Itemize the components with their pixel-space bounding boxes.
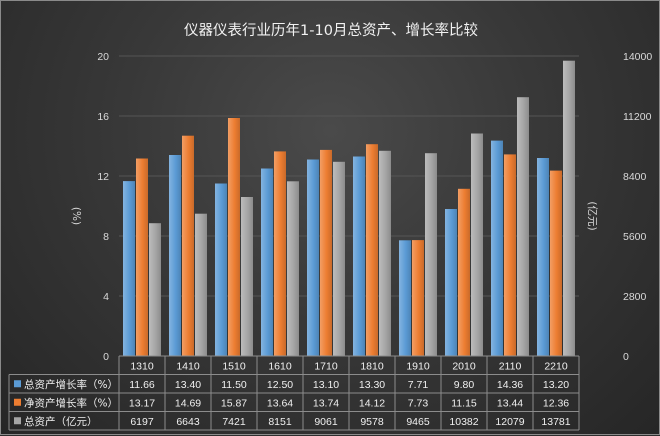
legend-label: 总资产（亿元） bbox=[24, 415, 98, 428]
bar-total-assets-growth-1510 bbox=[215, 183, 227, 356]
data-label: 13.20 bbox=[543, 379, 569, 391]
data-label: 13.40 bbox=[175, 379, 201, 391]
left-tick-label: 20 bbox=[97, 51, 109, 63]
category-label: 1710 bbox=[314, 361, 338, 373]
data-label: 12.36 bbox=[543, 398, 569, 410]
data-label: 14.36 bbox=[497, 379, 523, 391]
right-tick-label: 0 bbox=[623, 351, 629, 363]
chart-title: 仪器仪表行业历年1-10月总资产、增长率比较 bbox=[184, 21, 478, 39]
bar-total-assets-growth-1610 bbox=[261, 168, 273, 356]
data-table: 1310 1410 1510 1610 1710 1810 1910 2010 2110 2210… bbox=[8, 355, 580, 431]
category-label: 2210 bbox=[544, 361, 568, 373]
data-label: 15.87 bbox=[221, 398, 247, 410]
right-tick-label: 8400 bbox=[623, 171, 647, 183]
data-label: 13.74 bbox=[313, 398, 339, 410]
bar-net-assets-growth-1510 bbox=[228, 118, 240, 356]
data-label: 9061 bbox=[314, 416, 338, 428]
data-label: 14.69 bbox=[175, 398, 201, 410]
category-label: 1310 bbox=[130, 361, 154, 373]
data-label: 13.30 bbox=[359, 379, 385, 391]
data-label: 12.50 bbox=[267, 379, 293, 391]
bar-net-assets-growth-1310 bbox=[136, 158, 148, 356]
data-label: 7421 bbox=[222, 416, 246, 428]
data-label: 13.10 bbox=[313, 379, 339, 391]
legend-swatch bbox=[14, 380, 21, 388]
bar-total-assets-1410 bbox=[195, 213, 207, 356]
right-tick-label: 2800 bbox=[623, 291, 647, 303]
data-label: 8151 bbox=[268, 416, 292, 428]
bar-net-assets-growth-1410 bbox=[182, 135, 194, 356]
category-label: 2110 bbox=[499, 361, 522, 373]
right-axis-ticks: 0 2800 5600 8400 11200 14000 bbox=[623, 51, 652, 363]
bar-total-assets-growth-2210 bbox=[537, 158, 549, 356]
category-label: 1610 bbox=[268, 361, 292, 373]
bar-total-assets-growth-2110 bbox=[491, 140, 503, 356]
data-label: 11.15 bbox=[451, 398, 477, 410]
bar-total-assets-growth-1310 bbox=[123, 181, 135, 356]
data-label: 6197 bbox=[130, 416, 154, 428]
data-label: 9578 bbox=[360, 416, 384, 428]
left-tick-label: 0 bbox=[103, 351, 109, 363]
bar-total-assets-1710 bbox=[333, 161, 345, 356]
bar-total-assets-1510 bbox=[241, 197, 253, 356]
data-label: 9465 bbox=[406, 416, 430, 428]
right-axis-label: (亿元) bbox=[586, 201, 599, 230]
right-tick-label: 14000 bbox=[623, 51, 652, 63]
data-label: 6643 bbox=[176, 416, 200, 428]
bar-total-assets-growth-1910 bbox=[399, 240, 411, 356]
bar-total-assets-1810 bbox=[379, 150, 391, 356]
bar-net-assets-growth-2110 bbox=[504, 154, 516, 356]
category-label: 1810 bbox=[360, 361, 384, 373]
left-tick-label: 16 bbox=[97, 111, 109, 123]
bar-net-assets-growth-1810 bbox=[366, 144, 378, 356]
bar-total-assets-growth-2010 bbox=[445, 209, 457, 356]
category-label: 1910 bbox=[406, 361, 430, 373]
left-tick-label: 8 bbox=[103, 231, 109, 243]
right-tick-label: 5600 bbox=[623, 231, 647, 243]
bar-total-assets-growth-1410 bbox=[169, 155, 181, 356]
bar-total-assets-2110 bbox=[517, 97, 529, 356]
bar-total-assets-growth-1810 bbox=[353, 156, 365, 356]
data-label: 13781 bbox=[541, 416, 570, 428]
data-label: 9.80 bbox=[454, 379, 475, 391]
bar-total-assets-2010 bbox=[471, 133, 483, 356]
data-label: 13.44 bbox=[497, 398, 523, 410]
left-tick-label: 4 bbox=[103, 291, 109, 303]
bar-net-assets-growth-1710 bbox=[320, 149, 332, 356]
left-axis-ticks: 0 4 8 12 16 20 bbox=[97, 51, 109, 363]
category-label: 1510 bbox=[222, 361, 246, 373]
legend-swatch bbox=[14, 398, 21, 406]
legend-label: 净资产增长率（%） bbox=[24, 397, 118, 410]
category-label: 1410 bbox=[176, 361, 200, 373]
bar-net-assets-growth-2010 bbox=[458, 188, 470, 357]
legend-swatch bbox=[14, 417, 21, 425]
data-label: 11.66 bbox=[129, 379, 155, 391]
left-axis-label: (%) bbox=[70, 207, 82, 225]
bar-total-assets-1610 bbox=[287, 181, 299, 356]
bar-total-assets-1910 bbox=[425, 153, 437, 356]
data-label: 12079 bbox=[495, 416, 524, 428]
bar-total-assets-1310 bbox=[149, 223, 161, 356]
data-label: 13.64 bbox=[267, 398, 293, 410]
category-label: 2010 bbox=[452, 361, 476, 373]
data-label: 13.17 bbox=[129, 398, 155, 410]
data-label: 7.73 bbox=[408, 398, 429, 410]
bar-net-assets-growth-1910 bbox=[412, 240, 424, 356]
legend-label: 总资产增长率（%） bbox=[24, 378, 118, 391]
data-label: 7.71 bbox=[408, 379, 429, 391]
data-label: 11.50 bbox=[221, 379, 247, 391]
right-tick-label: 11200 bbox=[623, 111, 652, 123]
left-tick-label: 12 bbox=[97, 171, 109, 183]
data-label: 14.12 bbox=[359, 398, 385, 410]
bars bbox=[123, 60, 575, 357]
bar-total-assets-growth-1710 bbox=[307, 159, 319, 356]
data-label: 10382 bbox=[449, 416, 478, 428]
bar-net-assets-growth-1610 bbox=[274, 151, 286, 356]
bar-total-assets-2210 bbox=[563, 60, 575, 356]
bar-net-assets-growth-2210 bbox=[550, 170, 562, 356]
